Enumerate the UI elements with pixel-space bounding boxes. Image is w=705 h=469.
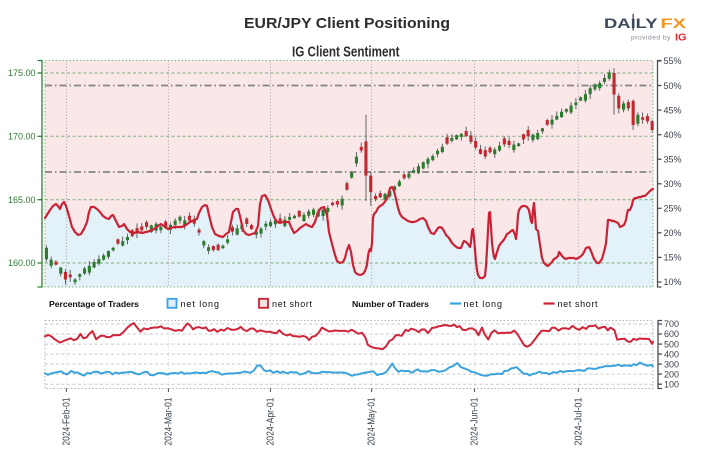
- svg-text:Percentage of Traders: Percentage of Traders: [49, 299, 139, 309]
- svg-text:2024-Mar-01: 2024-Mar-01: [162, 397, 174, 445]
- svg-text:15%: 15%: [664, 253, 682, 263]
- svg-text:30%: 30%: [664, 179, 682, 189]
- svg-text:165.00: 165.00: [8, 195, 36, 205]
- svg-text:700: 700: [664, 319, 679, 329]
- svg-text:600: 600: [664, 329, 679, 339]
- svg-text:FX: FX: [661, 16, 688, 31]
- svg-text:20%: 20%: [664, 228, 682, 238]
- svg-text:IG Client Sentiment: IG Client Sentiment: [292, 45, 400, 61]
- svg-text:provided by: provided by: [631, 35, 671, 42]
- svg-text:500: 500: [664, 339, 679, 349]
- svg-text:Number of Traders: Number of Traders: [352, 299, 429, 309]
- svg-text:2024-Jul-01: 2024-Jul-01: [572, 397, 584, 445]
- svg-text:50%: 50%: [664, 81, 682, 91]
- svg-text:IG: IG: [675, 33, 687, 44]
- svg-text:170.00: 170.00: [8, 132, 36, 142]
- svg-text:2024-May-01: 2024-May-01: [366, 397, 378, 445]
- svg-text:45%: 45%: [664, 105, 682, 115]
- svg-text:300: 300: [664, 359, 679, 369]
- svg-text:net short: net short: [272, 299, 312, 309]
- svg-text:net short: net short: [558, 299, 598, 309]
- svg-text:40%: 40%: [664, 130, 682, 140]
- svg-text:160.00: 160.00: [8, 258, 36, 268]
- svg-text:400: 400: [664, 349, 679, 359]
- svg-text:55%: 55%: [664, 56, 682, 66]
- svg-text:2024-Jun-01: 2024-Jun-01: [469, 397, 481, 445]
- svg-text:25%: 25%: [664, 204, 682, 214]
- svg-text:35%: 35%: [664, 154, 682, 164]
- svg-text:10%: 10%: [664, 277, 682, 287]
- svg-text:EUR/JPY Client Positioning: EUR/JPY Client Positioning: [244, 15, 450, 32]
- svg-text:net long: net long: [181, 299, 220, 309]
- svg-text:100: 100: [664, 379, 679, 389]
- svg-text:200: 200: [664, 369, 679, 379]
- svg-text:DAILY: DAILY: [604, 16, 658, 31]
- svg-text:2024-Feb-01: 2024-Feb-01: [60, 397, 72, 445]
- svg-text:2024-Apr-01: 2024-Apr-01: [264, 397, 276, 445]
- svg-text:net long: net long: [464, 299, 503, 309]
- svg-text:175.00: 175.00: [8, 68, 36, 78]
